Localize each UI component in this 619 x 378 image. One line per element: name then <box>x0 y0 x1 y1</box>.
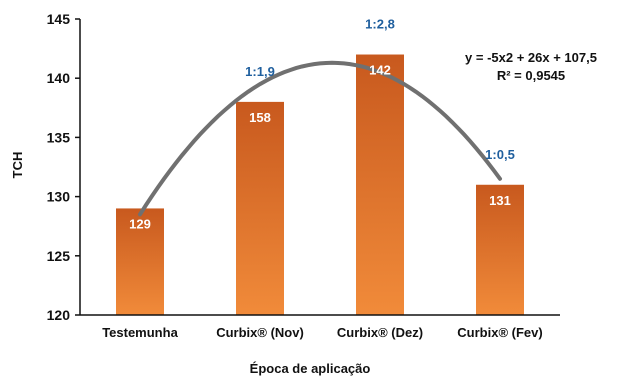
x-ticks: Testemunha Curbix® (Nov) Curbix® (Dez) Curb… <box>102 325 543 340</box>
y-tick-label: 130 <box>47 189 71 205</box>
trendline-r2: R² = 0,9545 <box>497 68 565 83</box>
trendline-curve <box>140 63 500 215</box>
trendline-equation: y = -5x2 + 26x + 107,5 <box>465 50 597 65</box>
x-tick-label: Curbix® (Dez) <box>337 325 423 340</box>
y-tick-label: 125 <box>47 248 71 264</box>
ratio-label: 1:0,5 <box>485 147 515 162</box>
y-tick-label: 120 <box>47 307 71 323</box>
ratio-label: 1:1,9 <box>245 64 275 79</box>
x-axis-title: Época de aplicação <box>250 361 371 376</box>
y-tick-label: 145 <box>47 11 71 27</box>
bar-value-label: 142 <box>369 63 391 78</box>
y-ticks: 120 125 130 135 140 145 <box>47 11 80 323</box>
bar <box>356 55 404 315</box>
y-axis-title: TCH <box>10 152 25 179</box>
bar <box>236 102 284 315</box>
data-labels: 129 158 1:1,9 142 1:2,8 131 1:0,5 <box>129 17 515 232</box>
ratio-label: 1:2,8 <box>365 17 395 32</box>
bars-layer <box>116 55 524 315</box>
bar-value-label: 129 <box>129 216 151 231</box>
y-tick-label: 135 <box>47 129 71 145</box>
y-tick-label: 140 <box>47 70 71 86</box>
bar-value-label: 131 <box>489 193 511 208</box>
bar-value-label: 158 <box>249 110 271 125</box>
x-tick-label: Curbix® (Nov) <box>216 325 304 340</box>
x-tick-label: Curbix® (Fev) <box>457 325 542 340</box>
x-tick-label: Testemunha <box>102 325 178 340</box>
